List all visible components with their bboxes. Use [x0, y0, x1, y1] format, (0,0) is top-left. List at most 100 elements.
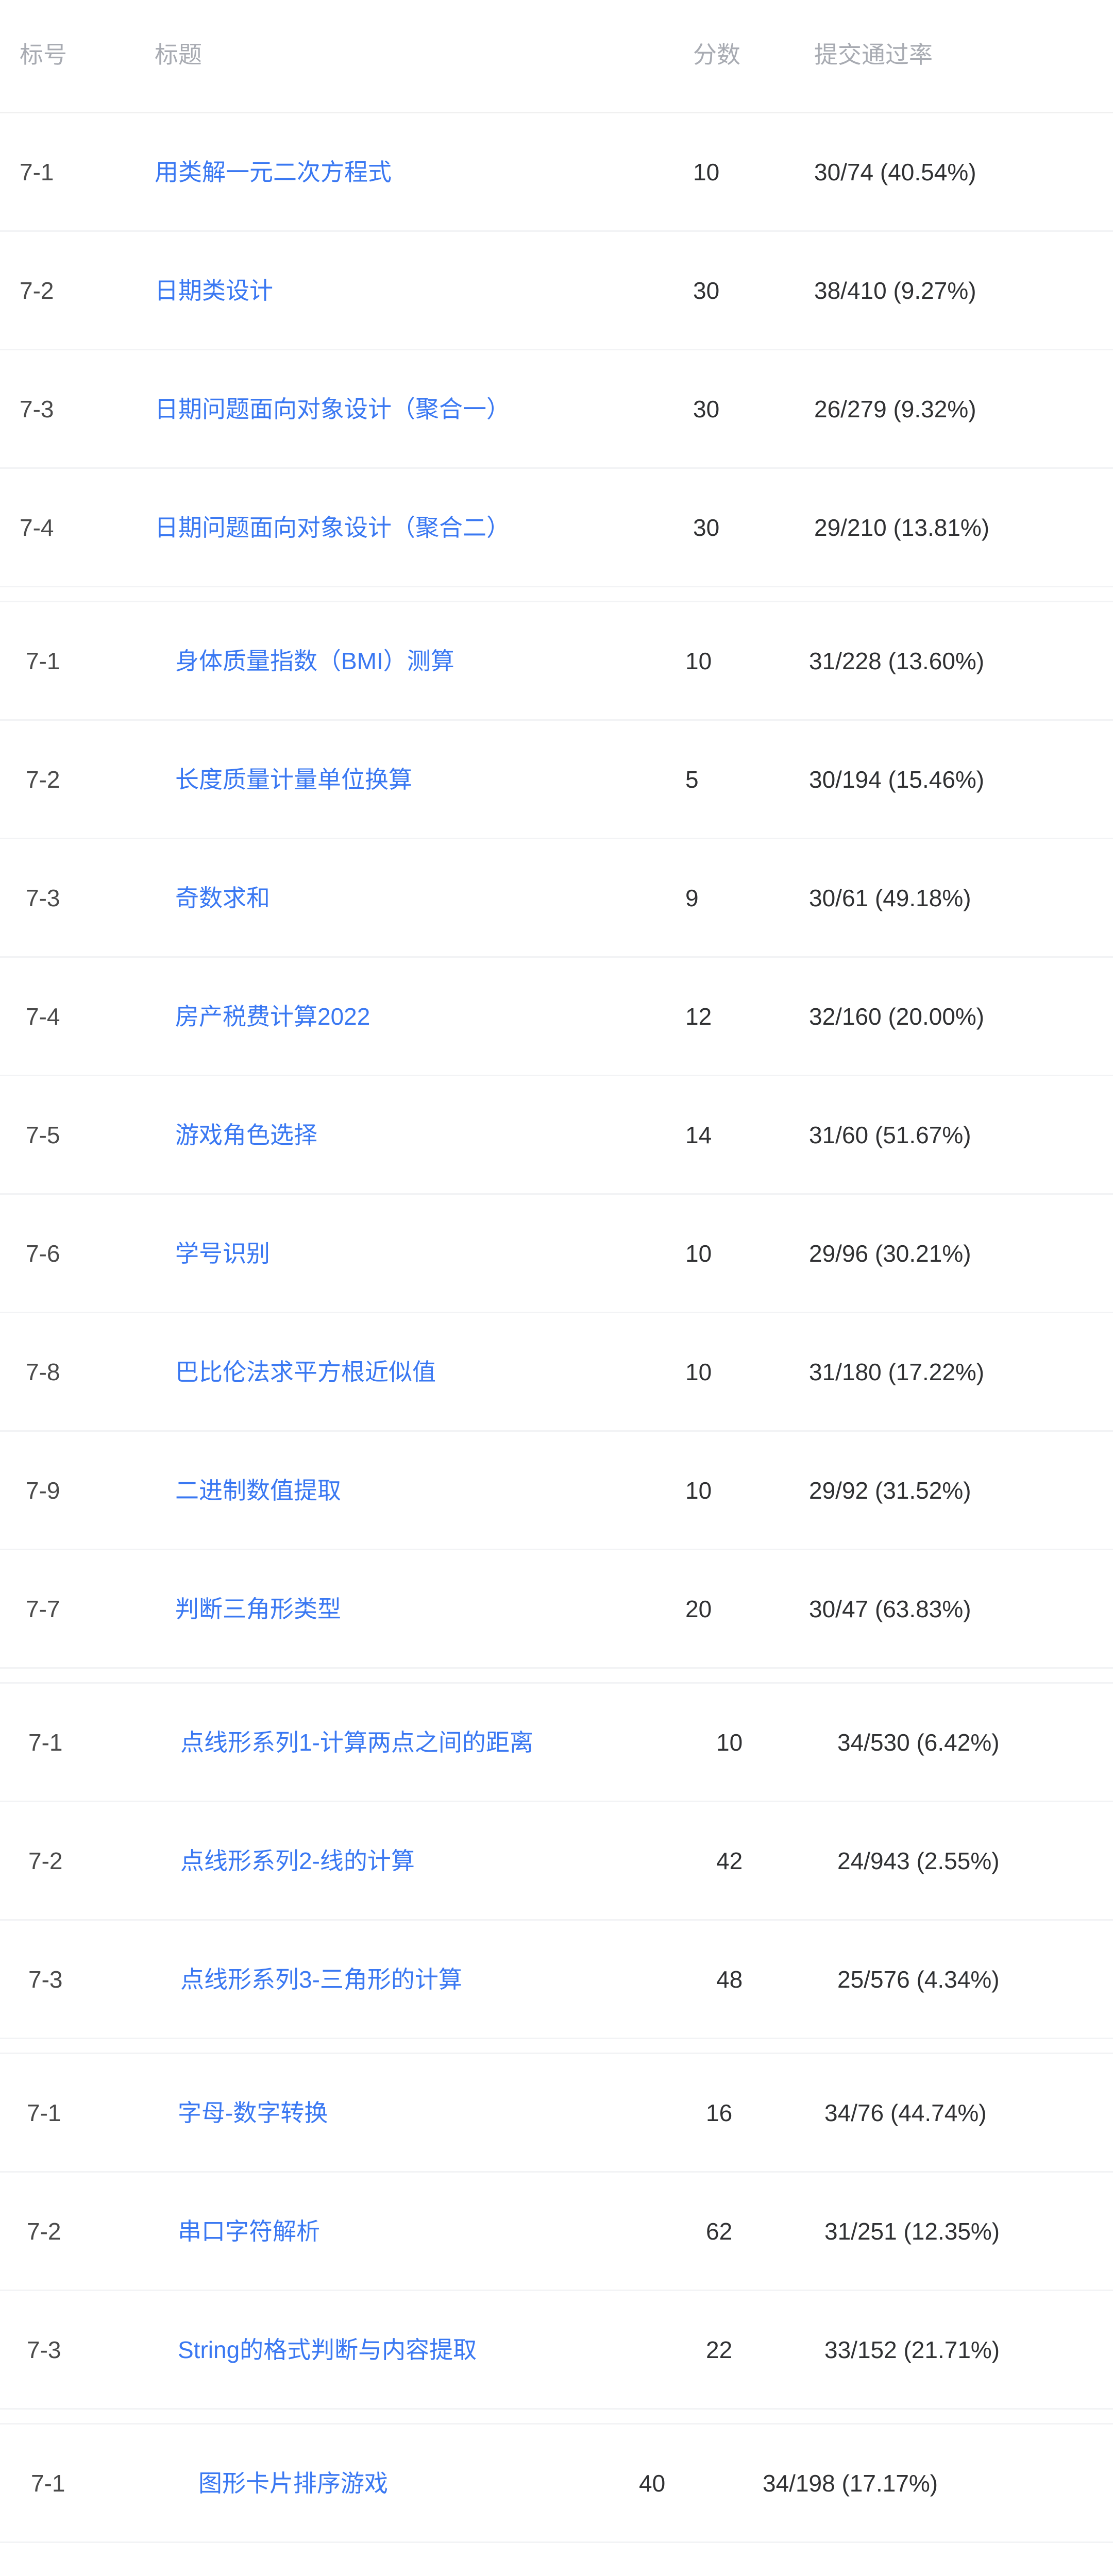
table-row: 7-2图形卡片分组游戏6031/173 (17.92%): [0, 2543, 1113, 2576]
problem-score-cell: 10: [685, 1477, 712, 1504]
column-header-title: 标题: [155, 41, 202, 68]
problem-number-cell: 7-6: [26, 1240, 60, 1267]
problem-number-cell: 7-9: [26, 1477, 60, 1504]
problem-pass-rate-cell: 29/96 (30.21%): [809, 1240, 971, 1267]
problem-title-link[interactable]: 判断三角形类型: [175, 1595, 341, 1622]
problem-pass-rate-cell: 38/410 (9.27%): [814, 277, 976, 304]
problem-number-cell: 7-8: [26, 1358, 60, 1385]
problem-pass-rate-cell: 34/530 (6.42%): [837, 1728, 1000, 1756]
problem-number-cell: 7-4: [26, 1003, 60, 1030]
problem-score-cell: 10: [693, 158, 720, 185]
problem-score-cell: 30: [693, 395, 720, 422]
problem-title-link[interactable]: 日期问题面向对象设计（聚合二）: [155, 514, 510, 541]
problem-score-cell: 5: [685, 766, 699, 793]
problem-title-link[interactable]: 点线形系列3-三角形的计算: [180, 1965, 462, 1993]
problem-number-cell: 7-1: [26, 647, 60, 674]
problem-pass-rate-cell: 30/194 (15.46%): [809, 766, 985, 793]
problem-title-link[interactable]: 点线形系列1-计算两点之间的距离: [180, 1728, 533, 1756]
problem-pass-rate-cell: 31/251 (12.35%): [824, 2217, 1000, 2245]
problem-pass-rate-cell: 34/76 (44.74%): [824, 2099, 987, 2126]
table-row: 7-8 巴比伦法求平方根近似值 10 31/180 (17.22%): [0, 1313, 1113, 1432]
problem-pass-rate-cell: 31/180 (17.22%): [809, 1358, 985, 1385]
problem-score-cell: 62: [706, 2217, 733, 2245]
problem-pass-rate-cell: 26/279 (9.32%): [814, 395, 976, 422]
problem-title-link[interactable]: 房产税费计算2022: [175, 1003, 370, 1030]
problem-pass-rate-cell: 32/160 (20.00%): [809, 1003, 985, 1030]
group-separator: [0, 2408, 1113, 2425]
problem-number-cell: 7-5: [26, 1121, 60, 1148]
problem-score-cell: 10: [685, 1240, 712, 1267]
problem-pass-rate-cell: 30/47 (63.83%): [809, 1595, 971, 1622]
problem-score-cell: 10: [685, 1358, 712, 1385]
problem-title-link[interactable]: 用类解一元二次方程式: [155, 158, 392, 185]
problem-title-link[interactable]: 身体质量指数（BMI）测算: [175, 647, 454, 674]
table-row: 7-1 字母-数字转换 16 34/76 (44.74%): [0, 2054, 1113, 2173]
column-header-pass-rate: 提交通过率: [814, 41, 933, 68]
problem-score-cell: 9: [685, 884, 699, 911]
table-row: 7-1 图形卡片排序游戏 40 34/198 (17.17%): [0, 2425, 1113, 2543]
problem-title-link[interactable]: 串口字符解析: [178, 2217, 320, 2245]
problem-number-cell: 7-3: [26, 884, 60, 911]
table-row: 7-7 判断三角形类型 20 30/47 (63.83%): [0, 1550, 1113, 1667]
problem-pass-rate-cell: 34/198 (17.17%): [763, 2469, 938, 2497]
problem-score-cell: 30: [693, 514, 720, 541]
problem-groups: 7-1 用类解一元二次方程式 10 30/74 (40.54%) 7-2 日期类设计 30 3…: [0, 113, 1113, 2576]
problem-number-cell: 7-2: [28, 1847, 63, 1874]
problem-group: 7-1 图形卡片排序游戏 40 34/198 (17.17%) 7-2图形卡片分组游戏6…: [0, 2408, 1113, 2576]
problem-number-cell: 7-1: [20, 158, 54, 185]
problem-title-link[interactable]: 游戏角色选择: [175, 1121, 317, 1148]
problem-score-cell: 42: [716, 1847, 743, 1874]
problem-title-link[interactable]: 学号识别: [175, 1240, 270, 1267]
problem-number-cell: 7-2: [26, 766, 60, 793]
problem-title-link[interactable]: 点线形系列2-线的计算: [180, 1847, 415, 1874]
problem-number-cell: 7-7: [26, 1595, 60, 1622]
problem-title-link[interactable]: 日期类设计: [155, 277, 273, 304]
problem-pass-rate-cell: 31/228 (13.60%): [809, 647, 985, 674]
problem-number-cell: 7-2: [27, 2217, 61, 2245]
table-row: 7-1 用类解一元二次方程式 10 30/74 (40.54%): [0, 113, 1113, 232]
table-row: 7-9 二进制数值提取 10 29/92 (31.52%): [0, 1432, 1113, 1550]
table-row: 7-3 奇数求和 9 30/61 (49.18%): [0, 839, 1113, 958]
table-row: 7-2 日期类设计 30 38/410 (9.27%): [0, 232, 1113, 350]
table-row: 7-2 长度质量计量单位换算 5 30/194 (15.46%): [0, 721, 1113, 839]
table-row: 7-1 身体质量指数（BMI）测算 10 31/228 (13.60%): [0, 602, 1113, 721]
table-row: 7-5 游戏角色选择 14 31/60 (51.67%): [0, 1076, 1113, 1195]
problem-number-cell: 7-3: [27, 2336, 61, 2363]
problem-title-link[interactable]: String的格式判断与内容提取: [178, 2336, 477, 2363]
table-row: 7-3 日期问题面向对象设计（聚合一） 30 26/279 (9.32%): [0, 350, 1113, 469]
table-row: 7-6 学号识别 10 29/96 (30.21%): [0, 1195, 1113, 1313]
problem-pass-rate-cell: 25/576 (4.34%): [837, 1965, 1000, 1993]
problem-group: 7-1 字母-数字转换 16 34/76 (44.74%) 7-2 串口字符解析 62 31/…: [0, 2038, 1113, 2408]
problem-score-cell: 20: [685, 1595, 712, 1622]
problem-score-cell: 16: [706, 2099, 733, 2126]
problem-pass-rate-cell: 33/152 (21.71%): [824, 2336, 1000, 2363]
table-row: 7-3 String的格式判断与内容提取 22 33/152 (21.71%): [0, 2291, 1113, 2408]
problem-pass-rate-cell: 29/210 (13.81%): [814, 514, 990, 541]
group-separator: [0, 2038, 1113, 2054]
problem-number-cell: 7-1: [31, 2469, 65, 2497]
table-header: 标号 标题 分数 提交通过率: [0, 0, 1113, 113]
problem-title-link[interactable]: 字母-数字转换: [178, 2099, 328, 2126]
header-divider: [0, 112, 1113, 113]
group-separator: [0, 586, 1113, 602]
problem-title-link[interactable]: 日期问题面向对象设计（聚合一）: [155, 395, 510, 422]
problem-title-link[interactable]: 二进制数值提取: [175, 1477, 341, 1504]
problem-number-cell: 7-3: [28, 1965, 63, 1993]
problem-number-cell: 7-4: [20, 514, 54, 541]
problem-title-link[interactable]: 巴比伦法求平方根近似值: [175, 1358, 436, 1385]
problem-group: 7-1 用类解一元二次方程式 10 30/74 (40.54%) 7-2 日期类设计 30 3…: [0, 113, 1113, 586]
problem-title-link[interactable]: 图形卡片排序游戏: [198, 2469, 388, 2497]
problem-score-cell: 10: [685, 647, 712, 674]
problem-score-cell: 10: [716, 1728, 743, 1756]
problem-number-cell: 7-1: [28, 1728, 63, 1756]
problem-pass-rate-cell: 30/61 (49.18%): [809, 884, 971, 911]
problem-title-link[interactable]: 长度质量计量单位换算: [175, 766, 412, 793]
problem-score-cell: 22: [706, 2336, 733, 2363]
column-header-number: 标号: [20, 41, 67, 68]
table-row: 7-3 点线形系列3-三角形的计算 48 25/576 (4.34%): [0, 1921, 1113, 2038]
problem-title-link[interactable]: 奇数求和: [175, 884, 270, 911]
problem-pass-rate-cell: 31/60 (51.67%): [809, 1121, 971, 1148]
problem-score-cell: 12: [685, 1003, 712, 1030]
group-separator: [0, 1667, 1113, 1684]
problem-group: 7-1 点线形系列1-计算两点之间的距离 10 34/530 (6.42%) 7-2 点线…: [0, 1667, 1113, 2038]
